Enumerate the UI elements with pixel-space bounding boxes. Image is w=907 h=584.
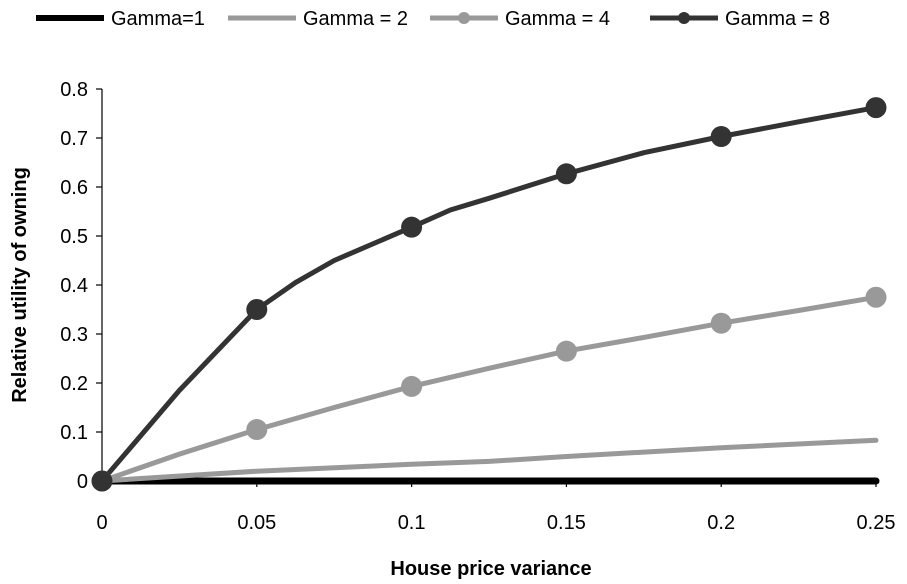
series-3-point: [555, 340, 577, 362]
y-tick-label: 0.1: [60, 422, 88, 444]
series-3-point: [865, 286, 887, 308]
x-tick-label: 0.15: [547, 512, 586, 534]
legend-label: Gamma = 4: [505, 8, 610, 30]
y-axis-ticks: 0 0.1 0.2 0.3 0.4 0.5 0.6 0.7 0.8: [60, 79, 102, 493]
legend-label: Gamma = 8: [725, 8, 830, 30]
series-line-4: [99, 105, 879, 484]
y-tick-label: 0.7: [60, 128, 88, 150]
x-tick-label: 0.2: [707, 512, 735, 534]
series-4-point: [246, 299, 268, 320]
series-4-point: [401, 216, 423, 238]
legend-item: Gamma = 4: [430, 8, 610, 30]
x-tick-label: 0.1: [398, 512, 426, 534]
y-tick-label: 0.5: [60, 226, 88, 248]
legend: Gamma=1 Gamma = 2 Gamma = 4 Gamma = 8: [36, 8, 830, 30]
x-tick-label: 0.05: [237, 512, 276, 534]
legend-item: Gamma = 8: [650, 8, 830, 30]
y-tick-label: 0.8: [60, 79, 88, 101]
series-3-point: [401, 375, 423, 397]
x-axis-title: House price variance: [390, 558, 591, 580]
series-3-point: [710, 312, 732, 334]
legend-label: Gamma=1: [111, 8, 205, 30]
legend-label: Gamma = 2: [303, 8, 408, 30]
plot-area: [91, 97, 887, 492]
legend-item: Gamma = 2: [228, 8, 408, 30]
series-4-point: [710, 126, 732, 148]
series-3-point: [246, 419, 268, 441]
y-axis-title: Relative utility of owning: [9, 167, 31, 403]
x-tick-label: 0: [96, 512, 107, 534]
x-tick-label: 0.25: [857, 512, 896, 534]
x-axis-ticks: 0 0.05 0.1 0.15 0.2 0.25: [96, 481, 895, 534]
series-4-point: [555, 163, 577, 185]
y-tick-label: 0.3: [60, 324, 88, 346]
legend-marker: [678, 12, 690, 24]
series-4-point: [865, 97, 887, 119]
legend-marker: [458, 12, 470, 24]
legend-item: Gamma=1: [36, 8, 205, 30]
y-tick-label: 0.2: [60, 373, 88, 395]
y-tick-label: 0.4: [60, 275, 88, 297]
series-4-point: [91, 470, 113, 492]
y-tick-label: 0.6: [60, 177, 88, 199]
series-line-2: [99, 437, 879, 484]
series-line-3: [99, 294, 879, 484]
y-tick-label: 0: [77, 471, 88, 493]
axes: 0 0.1 0.2 0.3 0.4 0.5 0.6 0.7 0.8 0 0.05 0.1 0.15 0.…: [60, 79, 895, 534]
